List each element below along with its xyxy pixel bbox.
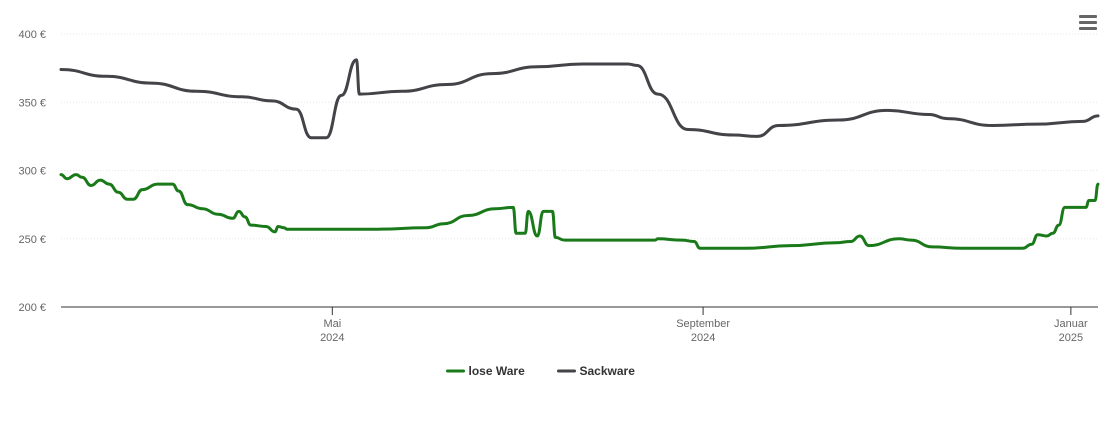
x-tick-label: Januar [1054,318,1088,330]
y-tick-label: 400 € [18,29,46,41]
x-tick-label: September [676,318,730,330]
series-lines [59,58,1100,250]
grid-lines [61,33,1098,240]
y-tick-label: 300 € [18,166,46,178]
menu-icon[interactable] [1076,12,1100,34]
legend-item[interactable]: lose Ware [446,364,526,378]
x-tick-label-year: 2024 [691,332,715,344]
legend[interactable]: lose Ware Sackware [446,364,636,378]
x-tick-label-year: 2024 [320,332,344,344]
y-tick-label: 200 € [18,302,46,314]
x-tick-label: Mai [323,318,341,330]
legend-item[interactable]: Sackware [557,364,636,378]
y-axis: 200 € 250 € 300 € 350 € 400 € [18,29,46,314]
y-tick-label: 250 € [18,234,46,246]
series-line-1 [59,173,1100,250]
legend-label: lose Ware [469,364,526,378]
x-tick-label-year: 2025 [1059,332,1083,344]
series-line-2 [59,58,1100,140]
y-tick-label: 350 € [18,97,46,109]
legend-label: Sackware [580,364,636,378]
x-axis: Mai 2024 September 2024 Januar 2025 [61,306,1098,344]
